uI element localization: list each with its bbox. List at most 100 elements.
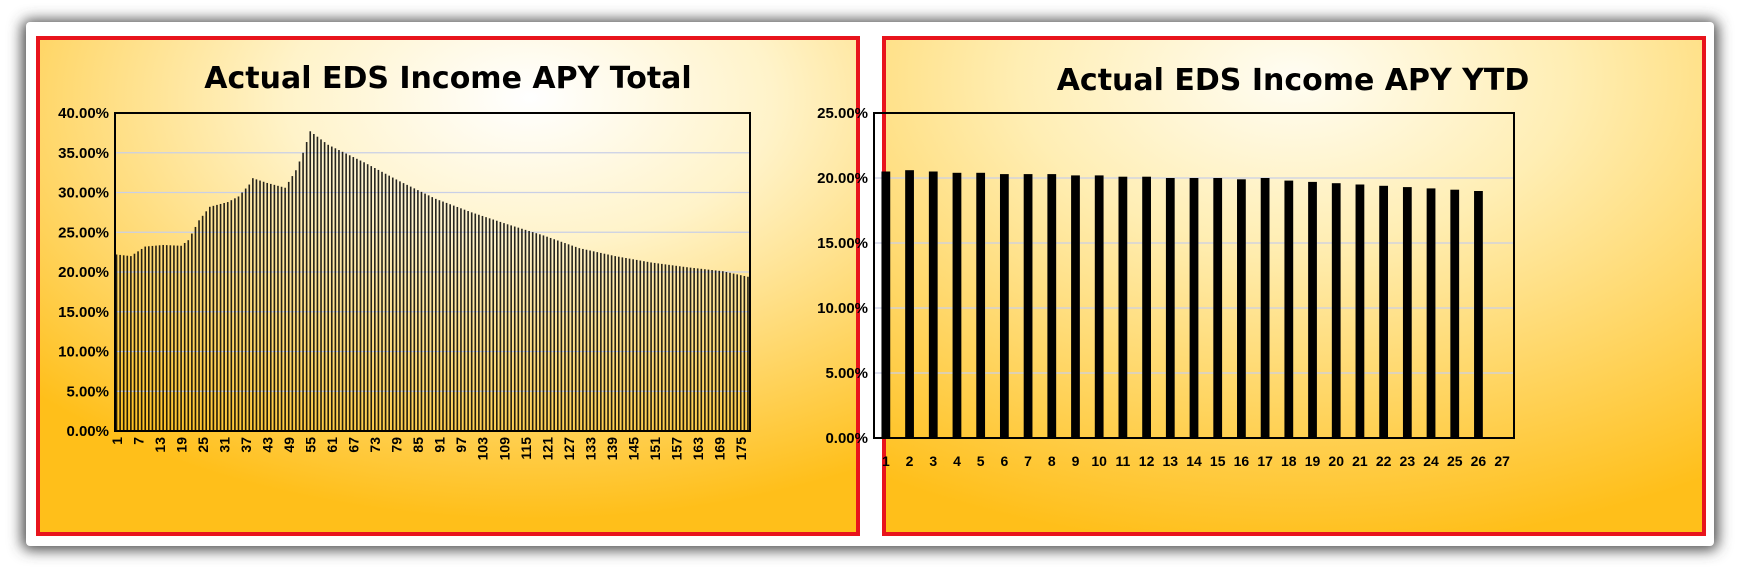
total-bar [140, 248, 143, 431]
total-bar [556, 240, 559, 431]
total-bar [589, 250, 591, 431]
total-bar [187, 240, 190, 431]
total-bar [298, 161, 301, 431]
total-bar [714, 270, 717, 431]
total-bar [223, 202, 225, 431]
total-bar [330, 146, 333, 431]
total-bar [535, 233, 538, 431]
total-x-tick-label: 103 [475, 437, 491, 461]
ytd-y-tick-label: 20.00% [817, 170, 868, 187]
total-bar [686, 267, 688, 431]
total-x-tick-label: 157 [668, 437, 684, 461]
total-bar [284, 187, 286, 431]
total-x-tick-label: 109 [496, 437, 512, 461]
total-x-tick-label: 145 [625, 437, 641, 461]
total-bar [578, 248, 581, 431]
ytd-bar [1189, 178, 1199, 438]
total-x-tick-label: 13 [152, 437, 168, 453]
total-bar [287, 181, 290, 431]
ytd-bar [1142, 176, 1151, 438]
total-bar [115, 254, 118, 431]
total-bar [603, 253, 606, 431]
panel-ytd-background [882, 36, 1706, 536]
total-bar [406, 184, 408, 431]
ytd-bar [1237, 179, 1246, 439]
total-x-tick-label: 97 [453, 437, 469, 453]
total-bar [151, 245, 154, 431]
total-bar [269, 183, 272, 431]
ytd-x-tick-label: 4 [953, 453, 961, 469]
total-bar [391, 177, 394, 431]
total-bar [517, 227, 520, 431]
total-x-tick-label: 133 [582, 437, 598, 461]
total-bar [395, 179, 398, 431]
total-bar [736, 274, 738, 431]
ytd-bar [1213, 178, 1223, 438]
total-bar [607, 254, 609, 431]
total-bar [445, 202, 448, 431]
total-bar [345, 153, 347, 432]
total-bar [219, 203, 222, 431]
total-bar [524, 229, 527, 431]
total-bar [574, 246, 577, 431]
total-bar [173, 245, 175, 431]
total-bar [546, 236, 548, 431]
ytd-x-tick-label: 23 [1400, 453, 1416, 469]
total-bar [180, 245, 182, 431]
total-bar [122, 255, 125, 431]
total-bar [374, 168, 376, 431]
ytd-x-tick-label: 20 [1328, 453, 1344, 469]
total-bar [582, 248, 584, 431]
total-bar [664, 264, 667, 431]
total-bar [158, 245, 161, 431]
total-bar [711, 270, 713, 431]
ytd-y-tick-label: 0.00% [825, 430, 868, 447]
total-bar [377, 169, 380, 431]
total-x-tick-label: 55 [303, 437, 319, 453]
ytd-bar [1450, 189, 1460, 438]
total-bar [277, 185, 279, 431]
total-bar [442, 201, 444, 431]
total-bar [237, 196, 240, 431]
total-x-tick-label: 115 [518, 437, 534, 460]
total-bar [549, 237, 552, 431]
total-bar [614, 256, 617, 431]
total-bar [678, 266, 681, 431]
total-bar [420, 191, 423, 431]
total-bar [696, 268, 699, 431]
total-bar [722, 271, 724, 431]
total-x-tick-label: 91 [432, 437, 448, 453]
ytd-x-tick-label: 16 [1234, 453, 1250, 469]
total-bar [137, 251, 139, 431]
ytd-x-tick-label: 21 [1352, 453, 1368, 469]
ytd-x-tick-label: 14 [1186, 453, 1202, 469]
ytd-x-tick-label: 18 [1281, 453, 1297, 469]
ytd-bar [1284, 180, 1294, 438]
total-bar [671, 265, 674, 431]
ytd-bar [1331, 183, 1341, 438]
total-bar [729, 272, 731, 431]
total-x-tick-label: 139 [604, 437, 620, 461]
total-y-tick-label: 0.00% [66, 423, 109, 440]
total-x-tick-label: 121 [539, 437, 555, 461]
total-bar [732, 273, 735, 431]
ytd-bar [1308, 181, 1317, 438]
ytd-x-tick-label: 3 [929, 453, 937, 469]
chart-panel-ytd: Actual EDS Income APY YTD 0.00% 5.00% 10.0… [817, 36, 1706, 536]
chart-title-ytd: Actual EDS Income APY YTD [1057, 63, 1530, 98]
total-bar [571, 245, 573, 431]
ytd-plot-frame [873, 112, 1515, 439]
total-bar [417, 190, 419, 431]
total-bar [643, 261, 645, 431]
ytd-x-tick-label: 25 [1447, 453, 1463, 469]
total-bar [338, 150, 340, 431]
ytd-y-tick-label: 15.00% [817, 235, 868, 252]
total-plot-frame [114, 112, 751, 432]
total-y-tick-label: 10.00% [58, 344, 109, 361]
total-bar [305, 142, 308, 431]
plot-area-total: 0.00% 5.00% 10.00% 15.00% 20.00% 25.00% 30.00%… [58, 105, 751, 461]
ytd-x-tick-label: 2 [906, 453, 914, 469]
total-bar [650, 262, 652, 431]
total-x-tick-label: 175 [733, 437, 749, 461]
total-bar [564, 243, 566, 431]
